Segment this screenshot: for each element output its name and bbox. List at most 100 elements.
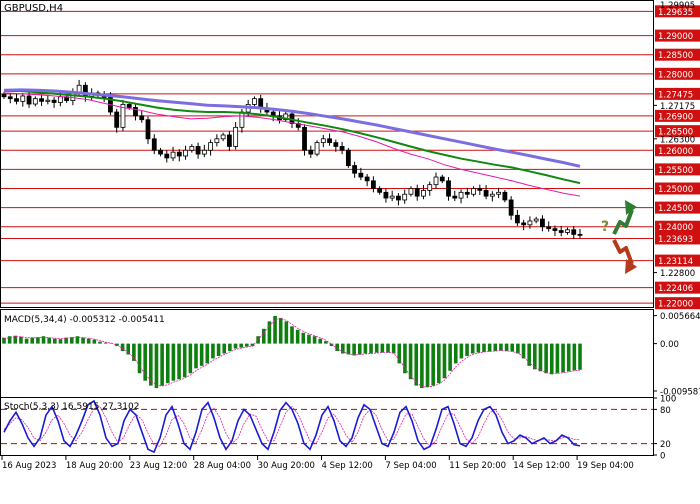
stoch-tick-label: 80 (660, 406, 671, 416)
macd-bar (222, 343, 227, 354)
macd-bar (341, 343, 345, 354)
price-label: 1.23693 (658, 235, 693, 245)
price-label: 1.27175 (660, 102, 695, 112)
macd-bar (527, 343, 531, 366)
macd-bar (13, 335, 18, 344)
price-label: 1.26300 (660, 135, 695, 145)
candle-body (514, 214, 520, 224)
candle-body (352, 165, 358, 174)
candle-body (546, 226, 552, 230)
candle-body (302, 126, 307, 151)
stoch-k-line (3, 399, 581, 454)
price-label: 1.24500 (658, 204, 693, 214)
price-label: 1.23114 (658, 257, 693, 267)
macd-bar (318, 338, 323, 344)
price-label: 1.26000 (658, 147, 693, 157)
price-label-box (655, 5, 700, 18)
macd-label: MACD(5,34,4) -0.005312 -0.005411 (4, 315, 165, 325)
stoch-tick-label: 0 (660, 452, 665, 462)
candle-body (239, 111, 245, 128)
macd-bar (425, 343, 430, 388)
x-tick-label: 28 Aug 04:00 (194, 461, 251, 471)
macd-bar (143, 343, 147, 381)
macd-bar (572, 343, 577, 371)
candle-body (496, 191, 502, 195)
candle-body (45, 99, 51, 102)
x-tick-label: 7 Sep 04:00 (385, 461, 436, 471)
candle-body (183, 149, 188, 157)
macd-bar (86, 338, 91, 344)
x-tick-label: 18 Aug 20:00 (66, 461, 123, 471)
candle-body (176, 151, 182, 157)
macd-bar (2, 337, 6, 344)
macd-bar (98, 341, 102, 344)
candle-body (14, 98, 19, 102)
macd-bar (120, 343, 125, 352)
price-label-box (655, 29, 700, 42)
candle-body (201, 149, 207, 155)
candle-body (339, 146, 345, 151)
macd-bar (391, 343, 396, 354)
macd-bar (228, 343, 232, 352)
macd-bar (284, 321, 289, 344)
price-label-box (655, 297, 700, 310)
macd-bar (504, 343, 509, 352)
macd-bar (324, 341, 328, 344)
macd-bar (476, 343, 481, 353)
candle-body (126, 104, 132, 108)
candle-body (208, 142, 214, 151)
candle-body (170, 151, 176, 159)
price-label-box (655, 163, 700, 176)
macd-bar (30, 337, 35, 344)
macd-bar (386, 343, 390, 353)
stoch-d-line (3, 406, 580, 447)
price-label: 1.22800 (660, 269, 695, 279)
macd-bar (437, 343, 441, 384)
macd-bar (205, 343, 210, 364)
macd-bar (549, 343, 554, 375)
macd-bar (273, 315, 277, 344)
macd-bar (561, 343, 565, 373)
candle-body (133, 107, 138, 117)
candle-body (333, 142, 339, 147)
candle-body (396, 195, 401, 201)
macd-bar (36, 337, 40, 344)
symbol-label: GBPUSD,H4 (4, 3, 63, 14)
macd-bar (470, 343, 475, 354)
macd-bar (335, 343, 339, 352)
forecast-down-arrow (612, 239, 634, 265)
macd-tick-label: 0.005664 (660, 312, 700, 322)
candle-body (145, 119, 151, 140)
candle-body (320, 138, 326, 144)
price-label-box (655, 144, 700, 157)
macd-bar (307, 334, 311, 344)
macd-bar (188, 343, 193, 374)
macd-bar (182, 343, 187, 378)
candle-body (114, 111, 120, 128)
macd-bar (53, 338, 57, 344)
macd-bar (578, 343, 582, 370)
price-label-box (655, 232, 700, 245)
candle-body (540, 218, 545, 228)
macd-bar (465, 343, 469, 356)
candle-body (464, 191, 470, 195)
macd-bar (261, 328, 266, 344)
candle-body (214, 138, 220, 144)
macd-bar (453, 343, 458, 364)
macd-bar (81, 337, 85, 344)
macd-bar (160, 343, 164, 386)
price-label-box (655, 201, 700, 214)
macd-bar (431, 343, 435, 386)
forecast-up-arrow (612, 209, 634, 235)
candle-body (439, 176, 445, 182)
price-label: 1.29000 (658, 32, 693, 42)
forecast-up-arrowhead (625, 200, 637, 215)
candle-body (252, 98, 257, 105)
forecast-question-mark: ? (601, 219, 609, 235)
macd-bar (369, 343, 373, 354)
candle-body (76, 84, 82, 93)
macd-bar (154, 343, 159, 389)
candle-body (577, 233, 583, 236)
